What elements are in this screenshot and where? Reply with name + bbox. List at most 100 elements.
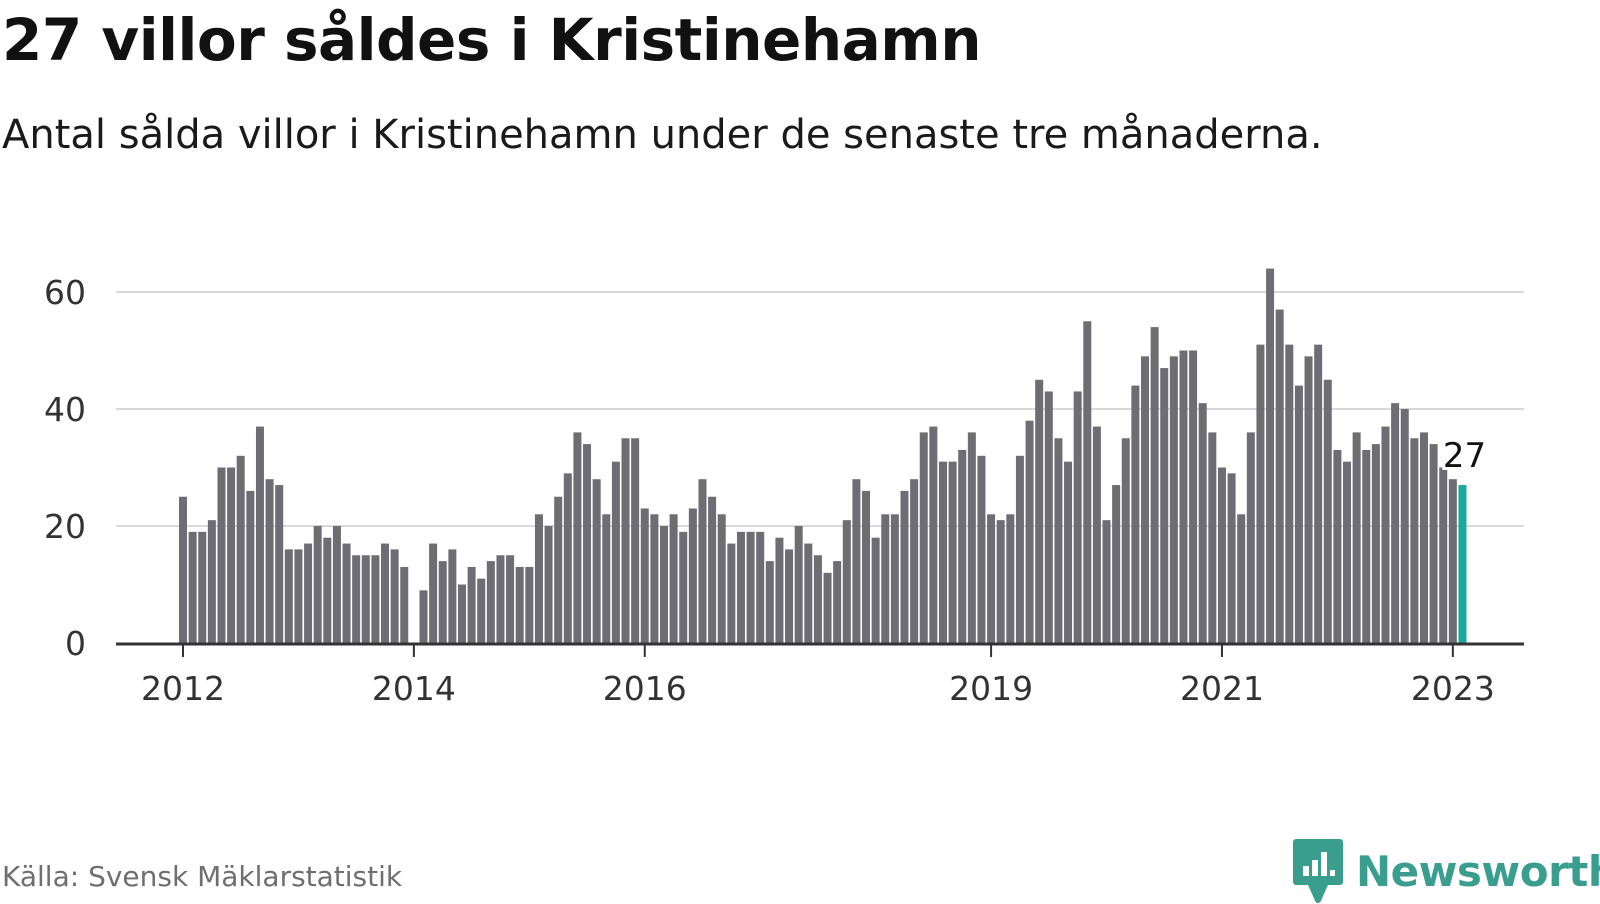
bar [919,432,928,643]
bar [785,549,794,643]
bar [823,572,832,643]
brand-name: Newsworthy [1356,846,1600,896]
bar [236,455,245,643]
bar [457,584,466,643]
bar [660,526,668,643]
bar [833,561,842,643]
bar [1362,449,1371,643]
bar [332,526,341,643]
bar [381,543,390,643]
bar [1160,368,1169,643]
bar [1092,426,1101,643]
bar [698,479,707,643]
bar [1035,379,1044,643]
bar [640,508,649,643]
bar [1285,344,1294,643]
bar [1112,485,1121,643]
bar [852,479,861,643]
bar [275,485,284,643]
bar [1333,449,1342,643]
bar [534,514,543,643]
bar [862,490,871,643]
x-tick-label: 2016 [603,669,687,708]
bar [1275,309,1284,643]
bar [1391,403,1400,643]
bar [419,590,428,643]
bar [1419,432,1428,643]
bar [592,479,601,643]
bar [1439,467,1448,643]
bar [611,461,620,643]
axes [116,642,1524,657]
chart-title: 27 villor såldes i Kristinehamn [2,6,982,74]
bar [1217,467,1226,643]
bar [1237,514,1246,643]
bar [1189,350,1198,643]
bar [477,578,486,643]
bar [775,537,784,643]
bars [179,268,1467,643]
bar [496,555,505,643]
bar [1448,479,1457,643]
bar [900,490,909,643]
bar [1150,327,1159,643]
highlight-value-label: 27 [1443,436,1486,476]
bar [813,555,822,643]
bar [294,549,303,643]
bar [284,549,293,643]
bar [1198,403,1207,643]
bar [583,444,592,643]
x-tick-label: 2023 [1411,669,1495,708]
bar [1371,444,1380,643]
y-tick-label: 0 [65,624,86,663]
highlight-label-halo: 27 [1443,436,1486,476]
x-tick-label: 2012 [141,669,225,708]
bar [467,566,476,643]
bar [304,543,313,643]
bar [688,508,697,643]
bar [1025,420,1034,643]
bar [246,490,255,643]
bar [1381,426,1390,643]
bar [227,467,236,643]
bar [448,549,457,643]
bar [996,520,1005,643]
bar [727,543,736,643]
bar [207,520,216,643]
bar [1169,356,1178,643]
bar [871,537,880,643]
bar [977,455,986,643]
bar [1015,455,1024,643]
bar [987,514,996,643]
bar [1131,385,1140,643]
bar [602,514,611,643]
bar [1179,350,1188,643]
bar [679,531,688,643]
brand-logo[interactable]: Newsworthy [1292,838,1600,904]
bar [1314,344,1323,643]
bar [371,555,380,643]
bar [554,496,563,643]
bar [717,514,726,643]
bar [265,479,274,643]
bar [390,549,399,643]
bar [621,438,630,643]
bar [1064,461,1073,643]
bar [708,496,717,643]
bar [563,473,572,643]
x-tick-label: 2021 [1180,669,1264,708]
bar [1352,432,1361,643]
bar [669,514,678,643]
bar [323,537,332,643]
bar-highlight [1458,485,1467,643]
bar [958,449,967,643]
bar [1044,391,1053,643]
bar [400,566,409,643]
bar [794,526,803,643]
newsworthy-logo-icon [1293,839,1343,903]
bar [1294,385,1303,643]
bar [948,461,957,643]
bar [1083,321,1092,643]
